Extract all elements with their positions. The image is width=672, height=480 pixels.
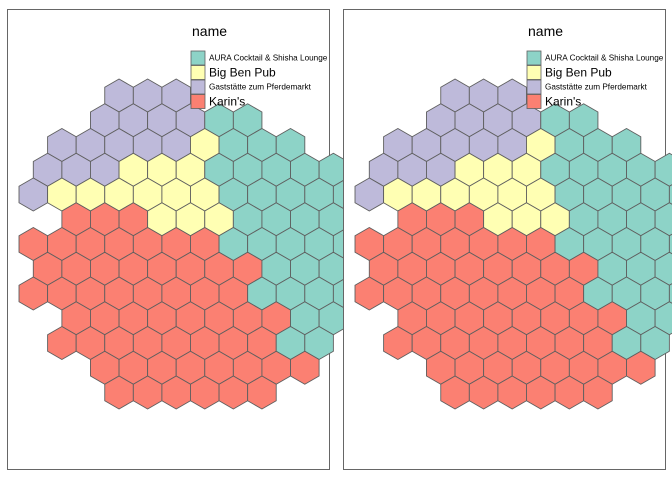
legend-label: Gaststätte zum Pferdemarkt: [545, 83, 648, 92]
legend-key: [190, 50, 206, 66]
hex-cell: [583, 375, 613, 410]
chart-panel-2: name AURA Cocktail & Shisha Lounge Big Ben…: [343, 9, 672, 470]
hex-grid: [18, 78, 377, 410]
hex-cell: [668, 184, 672, 205]
chart-panel-1: name AURA Cocktail & Shisha Lounge Big Ben…: [7, 9, 377, 470]
hex-cell: [290, 350, 320, 385]
legend: name AURA Cocktail & Shisha Lounge Big Ben…: [190, 23, 328, 109]
legend-label: Gaststätte zum Pferdemarkt: [209, 83, 312, 92]
legend-key: [190, 94, 206, 109]
legend-key: [190, 79, 206, 95]
legend-title: name: [192, 23, 227, 39]
legend-key: [190, 65, 206, 80]
legend-label: Big Ben Pub: [209, 66, 276, 80]
legend-key: [526, 79, 542, 95]
legend-label: Karin's: [209, 95, 245, 109]
legend-key: [526, 65, 542, 80]
legend-label: Big Ben Pub: [545, 66, 612, 80]
legend-label: AURA Cocktail & Shisha Lounge: [545, 54, 664, 63]
hex-cell: [247, 375, 277, 410]
legend: name AURA Cocktail & Shisha Lounge Big Ben…: [526, 23, 664, 109]
hex-cell: [668, 233, 672, 255]
legend-key: [526, 94, 542, 109]
hex-cell: [668, 283, 672, 304]
hex-grid: [354, 78, 672, 410]
hex-cell: [626, 350, 656, 385]
legend-key: [526, 50, 542, 66]
legend-label: Karin's: [545, 95, 581, 109]
legend-title: name: [528, 23, 563, 39]
legend-label: AURA Cocktail & Shisha Lounge: [209, 54, 328, 63]
